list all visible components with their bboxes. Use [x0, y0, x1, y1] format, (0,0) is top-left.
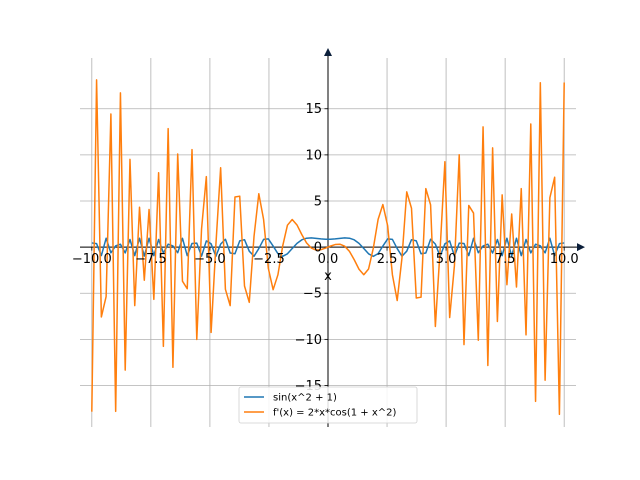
y-tick-label: −5 — [303, 287, 322, 302]
x-axis-label: x — [324, 269, 332, 284]
y-tick-label: 5 — [314, 194, 322, 209]
x-tick-label: −10.0 — [72, 252, 112, 267]
y-tick-label: 0 — [314, 241, 322, 256]
x-tick-label: 2.5 — [377, 252, 398, 267]
x-tick-label: 10.0 — [550, 252, 579, 267]
series-line-2 — [91, 79, 565, 416]
legend-box — [238, 386, 418, 424]
y-tick-label: −10 — [295, 333, 322, 348]
x-tick-label: 7.5 — [495, 252, 516, 267]
legend-label-1: sin(x^2 + 1) — [273, 393, 337, 404]
legend-label-2: f'(x) = 2*x*cos(1 + x^2) — [273, 408, 396, 419]
plot-area — [91, 79, 565, 416]
y-tick-label: 15 — [305, 102, 322, 117]
x-tick-label: 5.0 — [436, 252, 457, 267]
x-tick-label: −5.0 — [194, 252, 226, 267]
x-tick-label: 0.0 — [318, 252, 339, 267]
x-axis-arrow — [577, 243, 585, 252]
legend: sin(x^2 + 1) f'(x) = 2*x*cos(1 + x^2) — [238, 386, 418, 424]
y-axis-arrow — [324, 48, 332, 56]
x-tick-label: −7.5 — [135, 252, 167, 267]
x-tick-label: −2.5 — [253, 252, 285, 267]
y-tick-label: 10 — [305, 148, 322, 163]
tick-labels: −10.0 −7.5 −5.0 −2.5 0.0 2.5 5.0 7.5 10.0−15−10−… — [72, 102, 579, 394]
